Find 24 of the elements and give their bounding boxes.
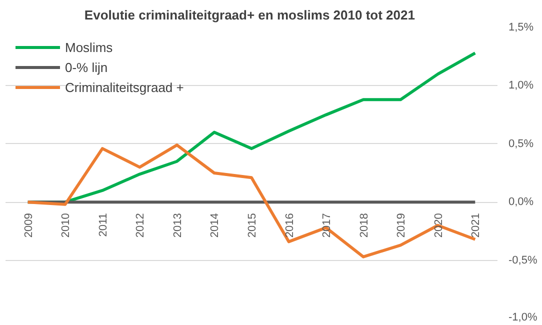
x-tick-label: 2014 <box>209 213 222 238</box>
x-tick-label: 2013 <box>172 213 184 238</box>
x-tick-label: 2018 <box>358 213 370 238</box>
y-tick-label: 1,0% <box>508 80 534 92</box>
x-tick-label: 2019 <box>396 213 408 238</box>
y-tick-label: -1,0% <box>508 312 538 324</box>
y-tick-label: -0,5% <box>508 254 538 266</box>
legend-label: Criminaliteitsgraad + <box>65 80 184 94</box>
legend-label: 0-% lijn <box>65 60 108 74</box>
y-tick-label: 0,5% <box>508 138 534 150</box>
legend-label: Moslims <box>65 40 113 54</box>
x-tick-label: 2021 <box>470 213 482 238</box>
y-tick-label: 1,5% <box>508 22 534 34</box>
x-tick-label: 2016 <box>284 213 296 238</box>
x-tick-label: 2020 <box>432 213 445 238</box>
line-series <box>26 144 477 258</box>
x-tick-label: 2011 <box>97 213 110 237</box>
x-tick-label: 2012 <box>134 213 147 238</box>
chart-title: Evolutie criminaliteitgraad+ en moslims 2010 tot 2021 <box>84 8 415 22</box>
y-tick-label: 0,0% <box>508 196 534 208</box>
x-tick-label: 2017 <box>321 213 334 238</box>
x-tick-label: 2009 <box>22 213 35 238</box>
x-tick-label: 2010 <box>60 213 72 238</box>
x-tick-label: 2015 <box>246 213 258 238</box>
